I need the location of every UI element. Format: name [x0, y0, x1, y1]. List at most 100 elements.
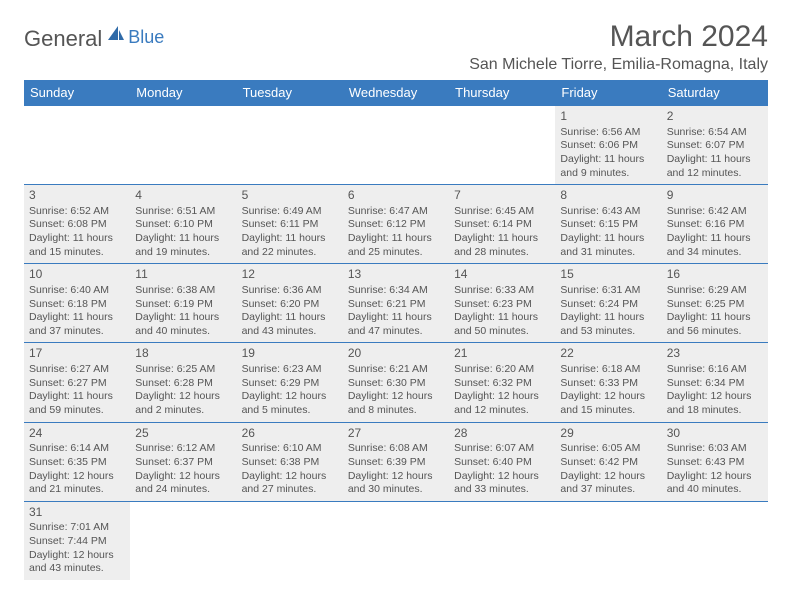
day-header-row: SundayMondayTuesdayWednesdayThursdayFrid…: [24, 80, 768, 106]
sunrise-text: Sunrise: 6:18 AM: [560, 363, 656, 377]
sunrise-text: Sunrise: 6:29 AM: [667, 284, 763, 298]
sunrise-text: Sunrise: 6:43 AM: [560, 205, 656, 219]
calendar-cell: 22Sunrise: 6:18 AMSunset: 6:33 PMDayligh…: [555, 343, 661, 422]
sunset-text: Sunset: 6:33 PM: [560, 377, 656, 391]
calendar-cell: 20Sunrise: 6:21 AMSunset: 6:30 PMDayligh…: [343, 343, 449, 422]
day-number: 19: [242, 346, 338, 362]
sunset-text: Sunset: 6:32 PM: [454, 377, 550, 391]
calendar-cell: 19Sunrise: 6:23 AMSunset: 6:29 PMDayligh…: [237, 343, 343, 422]
sunrise-text: Sunrise: 6:54 AM: [667, 126, 763, 140]
calendar-cell: [237, 106, 343, 185]
day-number: 18: [135, 346, 231, 362]
header: General Blue March 2024 San Michele Tior…: [24, 20, 768, 74]
sunrise-text: Sunrise: 6:42 AM: [667, 205, 763, 219]
calendar-cell: 31Sunrise: 7:01 AMSunset: 7:44 PMDayligh…: [24, 501, 130, 580]
daylight-text: Daylight: 11 hours and 15 minutes.: [29, 232, 125, 259]
calendar-cell: 15Sunrise: 6:31 AMSunset: 6:24 PMDayligh…: [555, 264, 661, 343]
sunset-text: Sunset: 6:29 PM: [242, 377, 338, 391]
location: San Michele Tiorre, Emilia-Romagna, Ital…: [469, 56, 768, 74]
daylight-text: Daylight: 12 hours and 24 minutes.: [135, 470, 231, 497]
day-header: Monday: [130, 80, 236, 106]
sunset-text: Sunset: 6:43 PM: [667, 456, 763, 470]
calendar-cell: 24Sunrise: 6:14 AMSunset: 6:35 PMDayligh…: [24, 422, 130, 501]
day-number: 2: [667, 109, 763, 125]
calendar-row: 1Sunrise: 6:56 AMSunset: 6:06 PMDaylight…: [24, 106, 768, 185]
sunset-text: Sunset: 6:35 PM: [29, 456, 125, 470]
calendar-cell: 5Sunrise: 6:49 AMSunset: 6:11 PMDaylight…: [237, 185, 343, 264]
daylight-text: Daylight: 12 hours and 12 minutes.: [454, 390, 550, 417]
calendar-cell: [343, 501, 449, 580]
daylight-text: Daylight: 11 hours and 47 minutes.: [348, 311, 444, 338]
sunset-text: Sunset: 7:44 PM: [29, 535, 125, 549]
daylight-text: Daylight: 11 hours and 34 minutes.: [667, 232, 763, 259]
day-number: 10: [29, 267, 125, 283]
calendar-cell: 25Sunrise: 6:12 AMSunset: 6:37 PMDayligh…: [130, 422, 236, 501]
sunrise-text: Sunrise: 6:05 AM: [560, 442, 656, 456]
sunset-text: Sunset: 6:07 PM: [667, 139, 763, 153]
sunrise-text: Sunrise: 6:03 AM: [667, 442, 763, 456]
sunset-text: Sunset: 6:11 PM: [242, 218, 338, 232]
day-number: 25: [135, 426, 231, 442]
daylight-text: Daylight: 11 hours and 43 minutes.: [242, 311, 338, 338]
sunset-text: Sunset: 6:30 PM: [348, 377, 444, 391]
day-number: 17: [29, 346, 125, 362]
daylight-text: Daylight: 12 hours and 5 minutes.: [242, 390, 338, 417]
sunrise-text: Sunrise: 6:38 AM: [135, 284, 231, 298]
calendar-cell: 3Sunrise: 6:52 AMSunset: 6:08 PMDaylight…: [24, 185, 130, 264]
sunrise-text: Sunrise: 6:08 AM: [348, 442, 444, 456]
sunrise-text: Sunrise: 6:36 AM: [242, 284, 338, 298]
sunset-text: Sunset: 6:12 PM: [348, 218, 444, 232]
daylight-text: Daylight: 11 hours and 56 minutes.: [667, 311, 763, 338]
day-number: 30: [667, 426, 763, 442]
calendar-cell: 14Sunrise: 6:33 AMSunset: 6:23 PMDayligh…: [449, 264, 555, 343]
logo-text-general: General: [24, 26, 102, 52]
calendar-cell: 29Sunrise: 6:05 AMSunset: 6:42 PMDayligh…: [555, 422, 661, 501]
sunrise-text: Sunrise: 6:07 AM: [454, 442, 550, 456]
daylight-text: Daylight: 11 hours and 19 minutes.: [135, 232, 231, 259]
day-number: 16: [667, 267, 763, 283]
calendar-cell: 9Sunrise: 6:42 AMSunset: 6:16 PMDaylight…: [662, 185, 768, 264]
sunrise-text: Sunrise: 6:34 AM: [348, 284, 444, 298]
sunset-text: Sunset: 6:18 PM: [29, 298, 125, 312]
day-number: 13: [348, 267, 444, 283]
calendar-cell: 7Sunrise: 6:45 AMSunset: 6:14 PMDaylight…: [449, 185, 555, 264]
daylight-text: Daylight: 12 hours and 18 minutes.: [667, 390, 763, 417]
logo-text-blue: Blue: [128, 27, 164, 48]
sail-icon: [106, 24, 126, 47]
calendar-cell: 8Sunrise: 6:43 AMSunset: 6:15 PMDaylight…: [555, 185, 661, 264]
sunset-text: Sunset: 6:23 PM: [454, 298, 550, 312]
calendar-head: SundayMondayTuesdayWednesdayThursdayFrid…: [24, 80, 768, 106]
day-number: 23: [667, 346, 763, 362]
day-header: Saturday: [662, 80, 768, 106]
day-header: Sunday: [24, 80, 130, 106]
sunrise-text: Sunrise: 6:27 AM: [29, 363, 125, 377]
daylight-text: Daylight: 11 hours and 53 minutes.: [560, 311, 656, 338]
daylight-text: Daylight: 11 hours and 22 minutes.: [242, 232, 338, 259]
sunrise-text: Sunrise: 6:40 AM: [29, 284, 125, 298]
day-number: 21: [454, 346, 550, 362]
daylight-text: Daylight: 11 hours and 12 minutes.: [667, 153, 763, 180]
sunrise-text: Sunrise: 6:25 AM: [135, 363, 231, 377]
day-number: 9: [667, 188, 763, 204]
sunset-text: Sunset: 6:20 PM: [242, 298, 338, 312]
daylight-text: Daylight: 12 hours and 33 minutes.: [454, 470, 550, 497]
daylight-text: Daylight: 12 hours and 8 minutes.: [348, 390, 444, 417]
day-number: 3: [29, 188, 125, 204]
daylight-text: Daylight: 11 hours and 40 minutes.: [135, 311, 231, 338]
day-number: 15: [560, 267, 656, 283]
calendar-cell: 18Sunrise: 6:25 AMSunset: 6:28 PMDayligh…: [130, 343, 236, 422]
daylight-text: Daylight: 11 hours and 37 minutes.: [29, 311, 125, 338]
calendar-cell: 11Sunrise: 6:38 AMSunset: 6:19 PMDayligh…: [130, 264, 236, 343]
calendar-cell: [130, 106, 236, 185]
sunset-text: Sunset: 6:27 PM: [29, 377, 125, 391]
daylight-text: Daylight: 12 hours and 15 minutes.: [560, 390, 656, 417]
day-header: Thursday: [449, 80, 555, 106]
calendar-cell: 23Sunrise: 6:16 AMSunset: 6:34 PMDayligh…: [662, 343, 768, 422]
sunset-text: Sunset: 6:42 PM: [560, 456, 656, 470]
day-number: 11: [135, 267, 231, 283]
day-number: 8: [560, 188, 656, 204]
daylight-text: Daylight: 11 hours and 9 minutes.: [560, 153, 656, 180]
sunset-text: Sunset: 6:28 PM: [135, 377, 231, 391]
calendar-cell: 12Sunrise: 6:36 AMSunset: 6:20 PMDayligh…: [237, 264, 343, 343]
calendar-cell: 21Sunrise: 6:20 AMSunset: 6:32 PMDayligh…: [449, 343, 555, 422]
